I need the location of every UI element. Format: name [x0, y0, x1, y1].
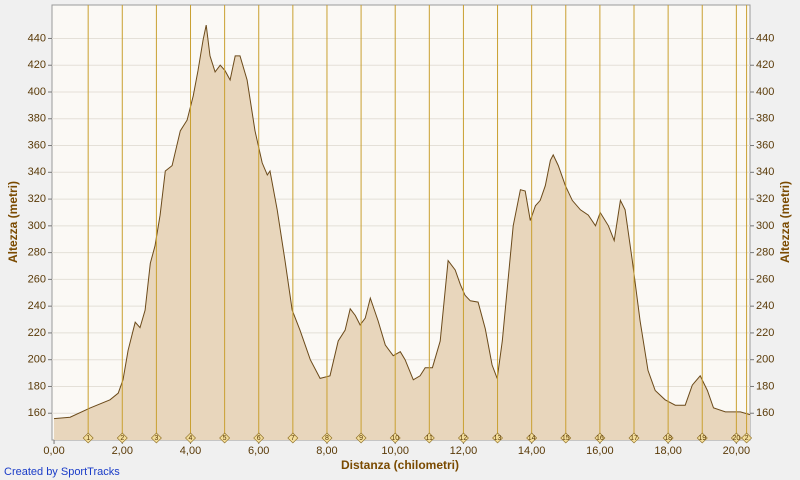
- x-tick-label: 6,00: [248, 445, 269, 457]
- y-tick-label: 200: [28, 354, 46, 366]
- km-marker-badge: [287, 432, 299, 444]
- y2-tick-label: 260: [756, 273, 774, 285]
- elevation-area: [54, 25, 750, 440]
- km-marker-badge: [150, 432, 162, 444]
- y2-axis-title: Altezza (metri): [778, 181, 792, 263]
- km-marker-label: 11: [426, 435, 433, 442]
- y-tick-label: 340: [28, 166, 46, 178]
- y2-tick-label: 320: [756, 193, 774, 205]
- y-tick-label: 300: [28, 220, 46, 232]
- elevation-line: [53, 24, 751, 420]
- y-tick-label: 280: [28, 247, 46, 259]
- x-tick-label: 8,00: [316, 445, 337, 457]
- km-marker-badge: [560, 432, 572, 444]
- credit-link[interactable]: Created by SportTracks: [4, 466, 120, 478]
- km-marker-badge: [185, 432, 196, 444]
- x-tick-label: 2,00: [112, 445, 133, 457]
- km-marker-badge: [82, 432, 94, 444]
- x-tick-label: 20,00: [723, 445, 751, 457]
- y2-tick-label: 340: [756, 166, 774, 178]
- y2-tick-label: 200: [756, 354, 774, 366]
- km-marker-badge: [526, 432, 538, 444]
- km-marker-label: 4: [189, 435, 193, 442]
- x-tick-label: 12,00: [450, 445, 478, 457]
- km-marker-badge: [116, 432, 128, 444]
- km-marker-badge: [253, 432, 265, 444]
- km-marker-badge: [730, 432, 742, 444]
- km-marker-label: 14: [528, 435, 536, 442]
- km-marker-label: 2: [120, 435, 124, 442]
- x-tick-label: 4,00: [180, 445, 201, 457]
- x-tick-label: 14,00: [518, 445, 546, 457]
- y2-tick-label: 360: [756, 139, 774, 151]
- km-marker-label: 10: [391, 435, 399, 442]
- km-marker-label: 3: [154, 435, 158, 442]
- km-marker-label: 16: [596, 435, 604, 442]
- km-marker-label: 12: [460, 435, 468, 442]
- y-tick-label: 320: [28, 193, 46, 205]
- x-tick-label: 18,00: [654, 445, 682, 457]
- y2-tick-label: 220: [756, 327, 774, 339]
- y-tick-label: 400: [28, 86, 46, 98]
- y-tick-label: 260: [28, 273, 46, 285]
- y-tick-label: 380: [28, 113, 46, 125]
- y2-tick-label: 400: [756, 86, 774, 98]
- km-marker-badge: [741, 432, 753, 444]
- y2-tick-label: 380: [756, 113, 774, 125]
- km-marker-label: 8: [325, 435, 329, 442]
- km-marker-label: 17: [630, 435, 638, 442]
- km-marker-label: 9: [359, 435, 363, 442]
- x-tick-label: 16,00: [586, 445, 614, 457]
- km-marker-label: 18: [664, 435, 672, 442]
- km-marker-badge: [321, 432, 333, 444]
- y2-tick-label: 180: [756, 380, 774, 392]
- y-tick-label: 360: [28, 139, 46, 151]
- km-marker-badge: [628, 432, 640, 444]
- y2-tick-label: 160: [756, 407, 774, 419]
- y2-tick-label: 440: [756, 32, 774, 44]
- km-marker-badge: [458, 432, 469, 444]
- km-marker-badge: [423, 432, 435, 444]
- y-tick-label: 440: [28, 32, 46, 44]
- km-marker-label: 6: [257, 435, 261, 442]
- x-tick-label: 10,00: [381, 445, 409, 457]
- x-axis-title: Distanza (chilometri): [341, 458, 459, 472]
- km-marker-label: 20: [732, 435, 740, 442]
- km-marker-label: 5: [223, 435, 227, 442]
- km-marker-badge: [389, 432, 401, 444]
- y2-tick-label: 240: [756, 300, 774, 312]
- y-tick-label: 220: [28, 327, 46, 339]
- y-tick-label: 420: [28, 59, 46, 71]
- km-marker-badge: [662, 432, 674, 444]
- km-marker-badge: [594, 432, 606, 444]
- y-tick-label: 160: [28, 407, 46, 419]
- y2-tick-label: 280: [756, 247, 774, 259]
- km-marker-label: 19: [698, 435, 706, 442]
- x-tick-label: 0,00: [43, 445, 64, 457]
- y2-tick-label: 300: [756, 220, 774, 232]
- km-marker-label: 1: [86, 435, 90, 442]
- km-marker-label: 13: [494, 435, 502, 442]
- km-marker-badge: [696, 432, 708, 444]
- km-marker-label: 7: [291, 435, 295, 442]
- y-tick-label: 240: [28, 300, 46, 312]
- km-marker-label: 15: [562, 435, 570, 442]
- y2-tick-label: 420: [756, 59, 774, 71]
- km-marker-badge: [355, 432, 367, 444]
- km-marker-badge: [492, 432, 503, 444]
- y-tick-label: 180: [28, 380, 46, 392]
- km-marker-badge: [219, 432, 231, 444]
- y-axis-title: Altezza (metri): [6, 181, 20, 263]
- km-marker-label: 2: [745, 435, 749, 442]
